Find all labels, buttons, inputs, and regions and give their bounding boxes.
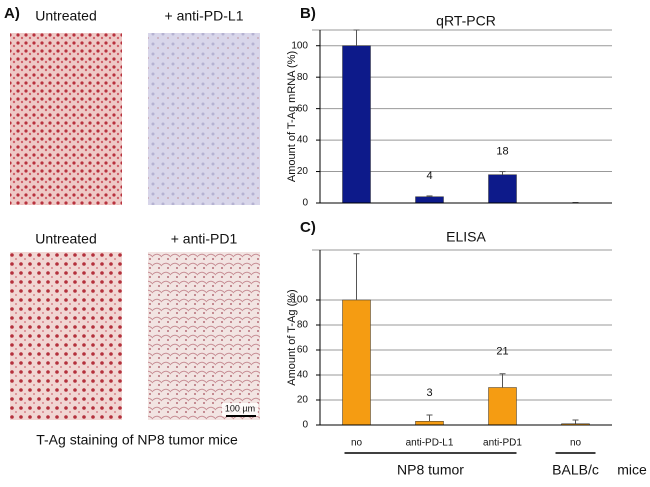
y-tick-label: 40 bbox=[297, 135, 309, 146]
micrograph bbox=[10, 252, 122, 420]
micrograph bbox=[148, 252, 260, 420]
bar bbox=[415, 196, 444, 204]
bar bbox=[342, 45, 371, 204]
x-tick-label: no bbox=[570, 438, 582, 449]
y-tick-label: 100 bbox=[291, 295, 308, 306]
y-tick-label: 80 bbox=[297, 320, 309, 331]
x-tick-label: anti-PD1 bbox=[483, 438, 522, 449]
bar bbox=[342, 299, 371, 426]
chart-title: ELISA bbox=[446, 229, 486, 245]
value-label: 4 bbox=[426, 170, 432, 182]
micrograph bbox=[148, 33, 260, 205]
y-tick-label: 20 bbox=[297, 166, 309, 177]
y-tick-label: 40 bbox=[297, 370, 309, 381]
panel-label: A) bbox=[4, 5, 20, 22]
annotation: 21 bbox=[496, 346, 508, 358]
bar bbox=[488, 387, 517, 426]
y-tick-label: 100 bbox=[291, 40, 308, 51]
micrograph bbox=[10, 33, 122, 205]
scale-bar-label: 100 µm bbox=[225, 403, 255, 413]
y-axis-title: Amount of T-Ag mRNA (%) bbox=[286, 51, 298, 182]
caption: T-Ag staining of NP8 tumor mice bbox=[36, 432, 238, 448]
image-label: Untreated bbox=[35, 8, 96, 24]
value-label: 18 bbox=[496, 145, 508, 157]
annotation: 3 bbox=[426, 387, 432, 399]
panel-label: B) bbox=[300, 5, 316, 22]
bar bbox=[415, 421, 444, 426]
group-label: BALB/c bbox=[552, 462, 599, 478]
scale-bar-bg bbox=[222, 403, 258, 416]
y-tick-label: 20 bbox=[297, 395, 309, 406]
x-tick-label: anti-PD-L1 bbox=[406, 438, 454, 449]
x-axis-suffix: mice bbox=[617, 462, 647, 478]
image-label: Untreated bbox=[35, 231, 96, 247]
y-tick-label: 60 bbox=[297, 345, 309, 356]
panel-label: C) bbox=[300, 219, 316, 236]
y-axis-title: Amount of T-Ag (%) bbox=[286, 289, 298, 385]
image-label: + anti-PD-L1 bbox=[165, 8, 244, 24]
bar bbox=[488, 174, 517, 204]
group-label: NP8 tumor bbox=[397, 462, 464, 478]
y-tick-label: 0 bbox=[302, 198, 308, 209]
y-tick-label: 60 bbox=[297, 103, 309, 114]
y-tick-label: 0 bbox=[302, 420, 308, 431]
y-tick-label: 80 bbox=[297, 72, 309, 83]
x-tick-label: no bbox=[351, 438, 363, 449]
image-label: + anti-PD1 bbox=[171, 231, 238, 247]
chart-title: qRT-PCR bbox=[436, 13, 496, 29]
